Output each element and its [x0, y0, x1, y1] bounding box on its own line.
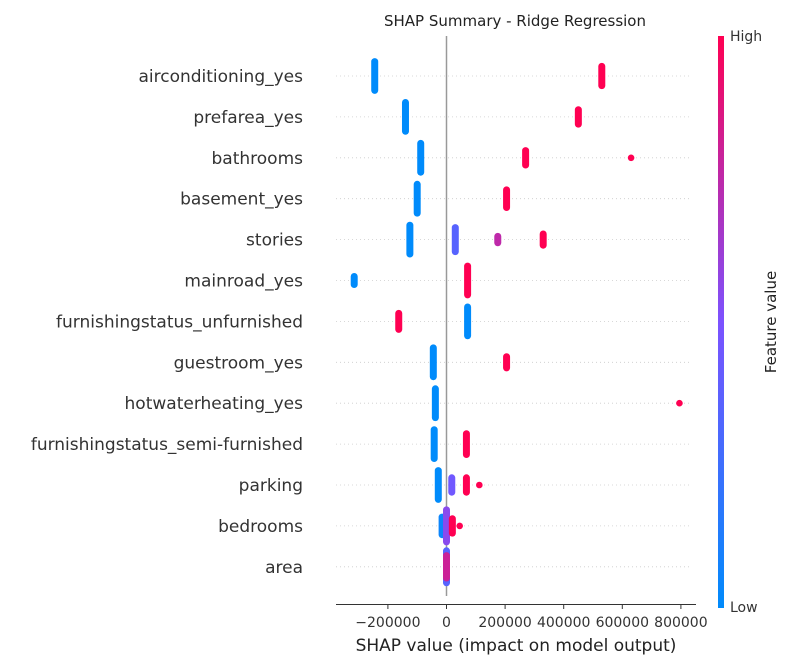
shap-point	[627, 154, 635, 162]
feature-labels: airconditioning_yes prefarea_yes bathrooms…	[31, 67, 303, 578]
feature-label: area	[265, 558, 303, 578]
gridlines	[336, 75, 690, 568]
x-axis-label: SHAP value (impact on model output)	[356, 636, 677, 656]
data-points	[350, 58, 683, 587]
colorbar-high-label: High	[730, 29, 762, 45]
feature-label: furnishingstatus_unfurnished	[56, 312, 303, 332]
feature-label: bathrooms	[212, 149, 304, 169]
x-tick-label: 400000	[537, 615, 590, 631]
feature-label: prefarea_yes	[193, 108, 303, 128]
feature-label: mainroad_yes	[184, 272, 303, 292]
shap-point	[676, 399, 683, 407]
feature-label: bedrooms	[218, 517, 303, 537]
x-tick-label: 800000	[654, 615, 707, 631]
feature-label: stories	[246, 231, 303, 251]
colorbar-title: Feature value	[762, 271, 780, 373]
shap-point	[456, 522, 463, 530]
x-ticks: −200000 0 200000 400000 600000 800000	[355, 604, 708, 631]
feature-label: basement_yes	[180, 190, 303, 210]
x-tick-label: 600000	[596, 615, 649, 631]
colorbar-low-label: Low	[730, 600, 758, 616]
x-tick-label: 0	[442, 615, 451, 631]
x-tick-label: 200000	[478, 615, 531, 631]
shap-point	[476, 481, 483, 489]
colorbar	[718, 36, 724, 608]
feature-label: guestroom_yes	[174, 353, 304, 373]
feature-label: furnishingstatus_semi-furnished	[31, 435, 303, 455]
chart-title: SHAP Summary - Ridge Regression	[384, 12, 646, 30]
x-tick-label: −200000	[355, 615, 420, 631]
feature-label: parking	[239, 476, 303, 496]
feature-label: hotwaterheating_yes	[125, 394, 304, 414]
feature-label: airconditioning_yes	[138, 67, 303, 87]
